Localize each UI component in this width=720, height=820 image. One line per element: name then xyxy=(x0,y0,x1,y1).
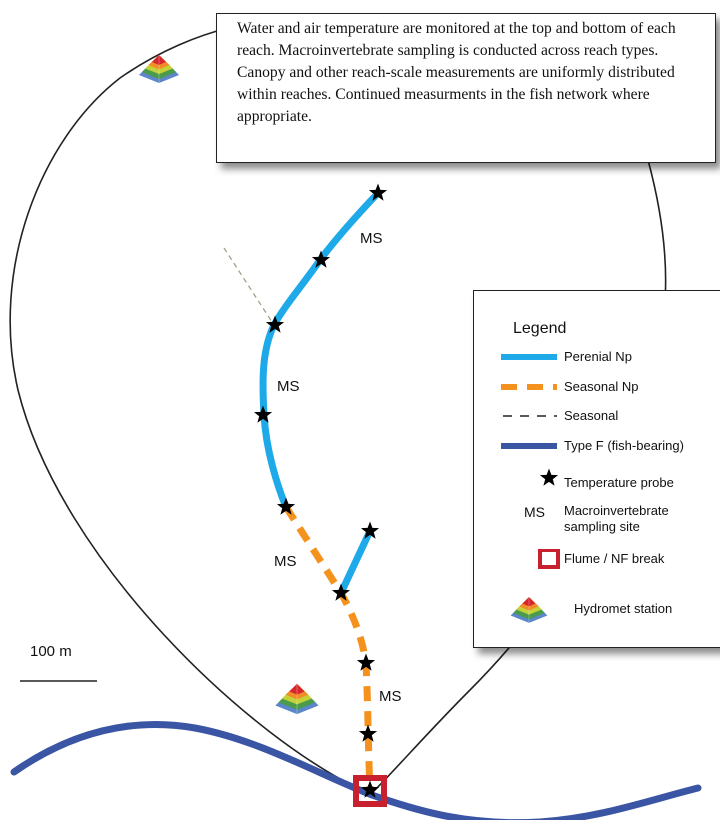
legend-ms-symbol: MS xyxy=(524,504,545,520)
info-box-text: Water and air temperature are monitored … xyxy=(237,20,676,125)
hydromet-pyramid-icon xyxy=(274,683,320,715)
seasonal-np-line-icon xyxy=(501,384,557,390)
legend-label-macro-line1: Macroinvertebrate xyxy=(564,503,669,518)
scale-label: 100 m xyxy=(30,643,72,660)
pyramid-icon xyxy=(510,596,548,624)
legend-row-seasonal-np: Seasonal Np xyxy=(474,377,720,397)
legend-label-flume: Flume / NF break xyxy=(564,551,665,566)
legend-label-type-f: Type F (fish-bearing) xyxy=(564,438,684,453)
legend-row-flume: Flume / NF break xyxy=(474,549,720,569)
seasonal-stream xyxy=(223,247,273,323)
legend-row-macro: MS Macroinvertebrate sampling site xyxy=(474,501,720,541)
seasonal-np-stream xyxy=(283,505,374,791)
legend-label-seasonal-np: Seasonal Np xyxy=(564,379,639,394)
legend-title: Legend xyxy=(513,320,567,337)
legend-row-seasonal: Seasonal xyxy=(474,406,720,426)
type-f-line-icon xyxy=(501,443,557,449)
legend-row-perennial: Perenial Np xyxy=(474,347,720,367)
legend-row-type-f: Type F (fish-bearing) xyxy=(474,436,720,456)
legend-row-hydromet: Hydromet station xyxy=(474,595,720,625)
legend: Legend Perenial Np Seasonal Np Seasonal … xyxy=(473,290,720,648)
watershed-boundary xyxy=(9,27,369,794)
hydromet-pyramid-icon xyxy=(138,54,180,84)
ms-label-middle: MS xyxy=(277,378,300,395)
info-box: Water and air temperature are monitored … xyxy=(216,13,716,163)
ms-label-upper: MS xyxy=(360,230,383,247)
seasonal-line-icon xyxy=(503,415,557,417)
legend-label-seasonal: Seasonal xyxy=(564,408,619,423)
perennial-line-icon xyxy=(501,354,557,360)
legend-label-perennial: Perenial Np xyxy=(564,349,632,364)
flume-square-icon xyxy=(353,775,387,807)
star-icon xyxy=(539,469,559,486)
legend-label-macro-line2: sampling site xyxy=(564,519,640,534)
ms-label-lower: MS xyxy=(274,553,297,570)
ms-label-outlet: MS xyxy=(379,688,402,705)
legend-label-temp-probe: Temperature probe xyxy=(564,475,674,490)
legend-row-temp-probe: Temperature probe xyxy=(474,469,720,490)
perennial-stream-branch xyxy=(337,527,374,597)
flume-square-icon xyxy=(538,549,560,569)
legend-label-hydromet: Hydromet station xyxy=(574,601,673,616)
